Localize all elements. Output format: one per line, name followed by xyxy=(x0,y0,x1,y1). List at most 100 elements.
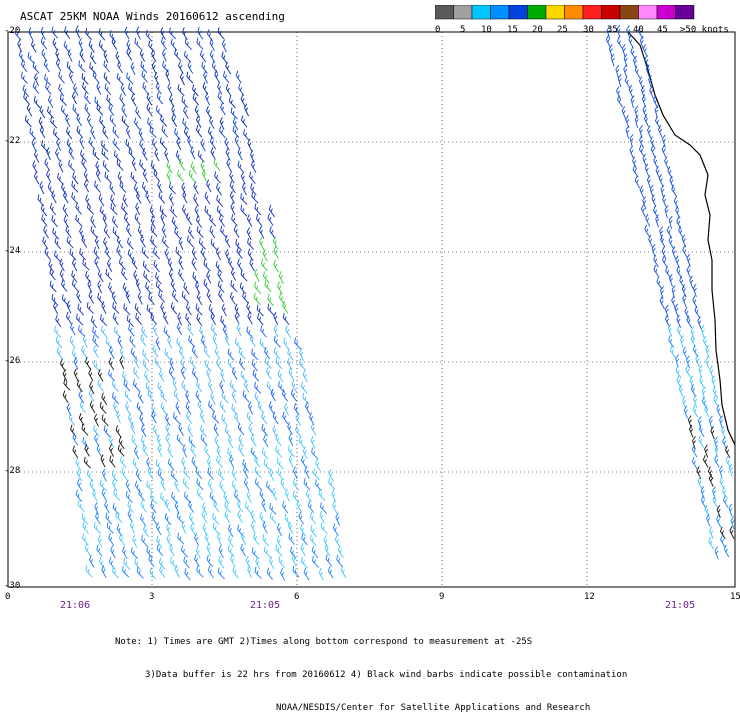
wind-barb xyxy=(151,403,157,417)
wind-barb xyxy=(310,422,317,436)
wind-barb xyxy=(111,291,117,305)
wind-barb xyxy=(269,556,275,570)
wind-barb xyxy=(230,107,238,120)
wind-barb xyxy=(105,337,113,350)
wind-barb xyxy=(167,257,174,271)
wind-barb xyxy=(714,436,719,450)
wind-barb xyxy=(112,503,120,516)
wind-barb xyxy=(113,138,120,151)
wind-barb xyxy=(709,365,714,379)
wind-barb xyxy=(275,544,283,557)
wind-barb xyxy=(142,147,148,161)
wind-barb xyxy=(190,523,197,536)
wind-barb xyxy=(71,180,79,193)
wind-barb xyxy=(277,468,285,481)
wind-barb xyxy=(725,445,731,459)
wind-barb xyxy=(94,257,100,270)
wind-barb xyxy=(654,105,659,119)
wind-barb xyxy=(142,260,150,273)
colorbar-swatch xyxy=(471,4,491,20)
wind-barb xyxy=(250,183,257,196)
wind-barb xyxy=(155,280,163,293)
wind-barb xyxy=(63,215,69,228)
wind-barb xyxy=(54,148,60,162)
wind-barb xyxy=(161,125,168,138)
wind-barb xyxy=(101,140,109,152)
wind-barb xyxy=(240,171,246,185)
wind-barb xyxy=(104,500,110,514)
wind-barb xyxy=(164,248,170,262)
wind-barb xyxy=(135,106,142,120)
wind-barb xyxy=(111,37,118,50)
wind-barb xyxy=(164,513,172,526)
wind-barb xyxy=(143,524,150,538)
wind-barb xyxy=(694,305,701,319)
wind-barb xyxy=(196,565,204,578)
wind-barb xyxy=(216,445,222,459)
wind-barb xyxy=(121,467,128,480)
wind-barb xyxy=(246,301,252,315)
wind-barb xyxy=(55,48,61,62)
wind-barb xyxy=(120,83,127,97)
wind-barb xyxy=(259,338,267,351)
wind-barb xyxy=(190,146,196,160)
wind-barb xyxy=(49,280,57,293)
wind-barb xyxy=(145,381,153,394)
wind-barb xyxy=(27,52,35,64)
wind-barb xyxy=(159,205,167,218)
wind-barb xyxy=(632,156,638,170)
wind-barb xyxy=(261,498,267,512)
wind-barb xyxy=(238,347,246,360)
wind-barb xyxy=(217,269,224,283)
wind-barb xyxy=(153,169,160,182)
wind-barb xyxy=(251,359,258,372)
wind-barb xyxy=(80,149,87,162)
wind-barb xyxy=(117,335,123,349)
wind-barb xyxy=(204,191,211,205)
wind-barb xyxy=(225,61,232,75)
wind-barb xyxy=(60,105,68,118)
wind-barb xyxy=(48,260,55,273)
wind-barb xyxy=(83,179,90,193)
wind-barb xyxy=(664,304,669,318)
wind-barb xyxy=(100,325,108,338)
wind-barb xyxy=(231,366,238,380)
wind-barb xyxy=(156,434,162,448)
wind-barb xyxy=(56,138,62,151)
wind-barb xyxy=(246,326,254,339)
wind-barb xyxy=(148,554,155,568)
wind-barb xyxy=(81,235,88,248)
wind-barb xyxy=(88,368,94,382)
wind-barb xyxy=(309,412,315,426)
wind-barb xyxy=(219,480,225,494)
wind-barb xyxy=(250,433,257,447)
wind-barb xyxy=(37,194,45,207)
wind-barb xyxy=(208,304,215,317)
wind-barb xyxy=(168,192,175,206)
wind-barb xyxy=(639,125,644,139)
wind-barb xyxy=(109,30,117,43)
wind-barb xyxy=(201,169,208,182)
wind-barb xyxy=(205,105,212,119)
wind-barb xyxy=(216,205,224,218)
wind-barb xyxy=(328,477,336,490)
wind-barb xyxy=(59,258,65,272)
wind-barb xyxy=(109,114,117,127)
colorbar-swatch xyxy=(638,4,658,20)
wind-barb xyxy=(142,349,149,362)
wind-barb xyxy=(227,447,234,460)
wind-barb xyxy=(170,302,178,315)
wind-barb xyxy=(82,82,89,95)
wind-barb xyxy=(132,534,138,548)
wind-barb xyxy=(163,326,171,339)
wind-barb xyxy=(288,454,294,468)
wind-barb xyxy=(199,326,206,339)
wind-barb xyxy=(66,403,72,417)
wind-barb xyxy=(46,169,52,183)
wind-barb xyxy=(232,566,239,579)
wind-barb xyxy=(277,369,284,383)
wind-barb xyxy=(122,282,129,296)
wind-barb xyxy=(138,128,144,141)
wind-barb xyxy=(331,489,337,503)
wind-barb xyxy=(233,225,240,238)
